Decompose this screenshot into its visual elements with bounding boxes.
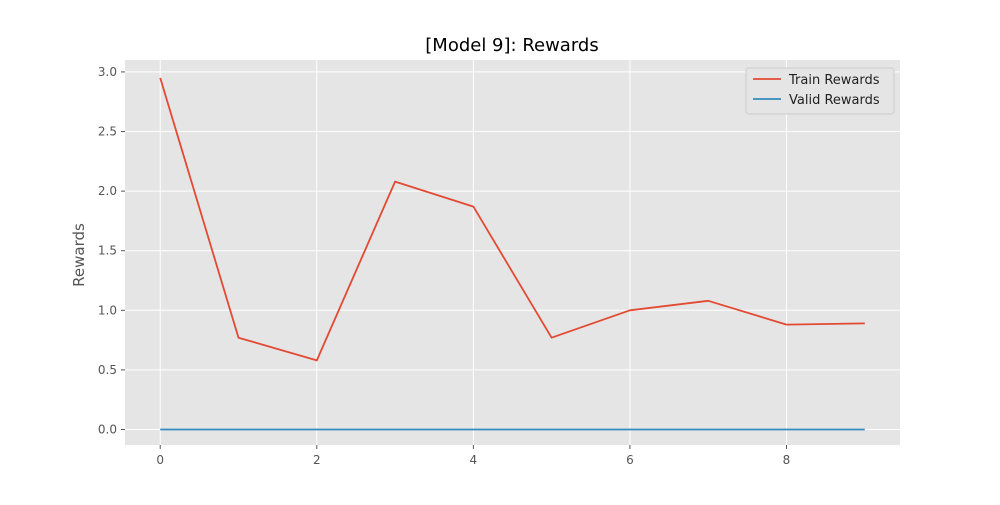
y-tick-label: 1.5 — [98, 244, 117, 258]
series-line-train-rewards — [159, 77, 865, 362]
plot-area — [125, 60, 900, 445]
grid-lines — [125, 60, 900, 445]
legend-label-valid: Valid Rewards — [789, 93, 880, 108]
legend-box — [745, 67, 895, 115]
chart-title: [Model 9]: Rewards — [425, 35, 598, 56]
x-tick-label: 4 — [470, 453, 478, 467]
x-axis-ticks: 0 2 4 6 8 — [156, 445, 790, 467]
x-tick-label: 2 — [313, 453, 321, 467]
y-tick-label: 0.0 — [98, 423, 117, 437]
y-tick-label: 1.0 — [98, 303, 117, 317]
y-tick-label: 3.0 — [98, 65, 117, 79]
y-tick-label: 0.5 — [98, 363, 117, 377]
series-lines — [159, 77, 865, 431]
y-tick-label: 2.0 — [98, 184, 117, 198]
y-axis-title: Rewards — [70, 223, 88, 287]
legend: Train Rewards Valid Rewards — [745, 67, 895, 115]
x-tick-label: 0 — [156, 453, 164, 467]
x-tick-label: 6 — [626, 453, 634, 467]
y-tick-label: 2.5 — [98, 125, 117, 139]
legend-label-train: Train Rewards — [788, 73, 880, 88]
y-axis-ticks: 0.0 0.5 1.0 1.5 2.0 2.5 3.0 — [98, 65, 125, 437]
x-tick-label: 8 — [783, 453, 791, 467]
